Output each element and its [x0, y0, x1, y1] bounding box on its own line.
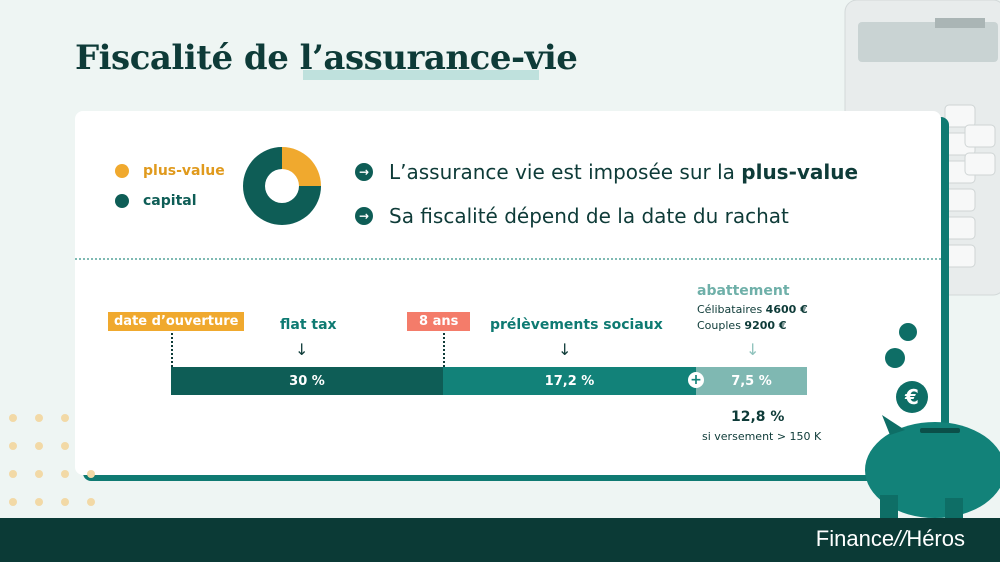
brand-slash-icon: // [894, 526, 907, 551]
segment-flat-tax: 30 % [171, 367, 443, 395]
decorative-dots [9, 414, 95, 506]
bullet-list: → L’assurance vie est imposée sur la plu… [355, 152, 858, 240]
donut-chart [243, 147, 321, 225]
bullet-2-text: Sa fiscalité dépend de la date du rachat [389, 204, 789, 228]
capital-dot [115, 194, 129, 208]
bullet-item: → Sa fiscalité dépend de la date du rach… [355, 196, 858, 236]
prelevements-label: prélèvements sociaux [490, 317, 663, 333]
arrow-right-icon: → [355, 163, 373, 181]
arrow-right-icon: → [355, 207, 373, 225]
couples-value: 9200 € [744, 319, 787, 332]
chart-legend: plus-value capital [115, 163, 225, 223]
legend-item-plus-value: plus-value [115, 163, 225, 179]
couples-label: Couples [697, 319, 745, 332]
huit-ans-marker-line [443, 333, 445, 395]
celibataires-label: Célibataires [697, 303, 766, 316]
section-divider [75, 258, 941, 260]
legend-item-capital: capital [115, 193, 225, 209]
donut-slice-capital [243, 147, 321, 225]
date-ouverture-badge: date d’ouverture [108, 312, 245, 331]
bullet-1-bold: plus-value [741, 160, 859, 184]
ouverture-marker-line [171, 333, 173, 395]
piggy-bank-icon: € [865, 323, 1000, 520]
huit-ans-badge: 8 ans [407, 312, 471, 331]
rate-value: 12,8 % [731, 409, 785, 425]
bullet-item: → L’assurance vie est imposée sur la plu… [355, 152, 858, 192]
donut-slice-plus-value [282, 147, 321, 186]
segment-prelevements: 17,2 % [443, 367, 696, 395]
couples-line: Couples 9200 € [697, 319, 787, 332]
bullet-1-text: L’assurance vie est imposée sur la [389, 160, 742, 184]
brand-name-right: Héros [906, 526, 965, 551]
arrow-down-icon: ↓ [746, 340, 760, 359]
arrow-down-icon: ↓ [558, 340, 572, 359]
bullet-text: L’assurance vie est imposée sur la plus-… [389, 160, 858, 184]
plus-value-dot [115, 164, 129, 178]
arrow-down-icon: ↓ [295, 340, 309, 359]
rate-condition: si versement > 150 K [702, 430, 822, 443]
celibataires-line: Célibataires 4600 € [697, 303, 808, 316]
legend-label-plus-value: plus-value [143, 163, 225, 179]
legend-label-capital: capital [143, 193, 197, 209]
segment-abattement: 7,5 % [696, 367, 807, 395]
title-highlight [303, 70, 539, 80]
abattement-label: abattement [697, 283, 790, 299]
celibataires-value: 4600 € [765, 303, 808, 316]
brand-logo: Finance//Héros [816, 526, 965, 552]
brand-name-left: Finance [815, 526, 895, 551]
svg-text:€: € [904, 385, 919, 409]
plus-icon: + [688, 372, 704, 388]
footer-bar: Finance//Héros [0, 518, 1000, 562]
flat-tax-label: flat tax [280, 317, 337, 333]
content-card [75, 111, 941, 475]
